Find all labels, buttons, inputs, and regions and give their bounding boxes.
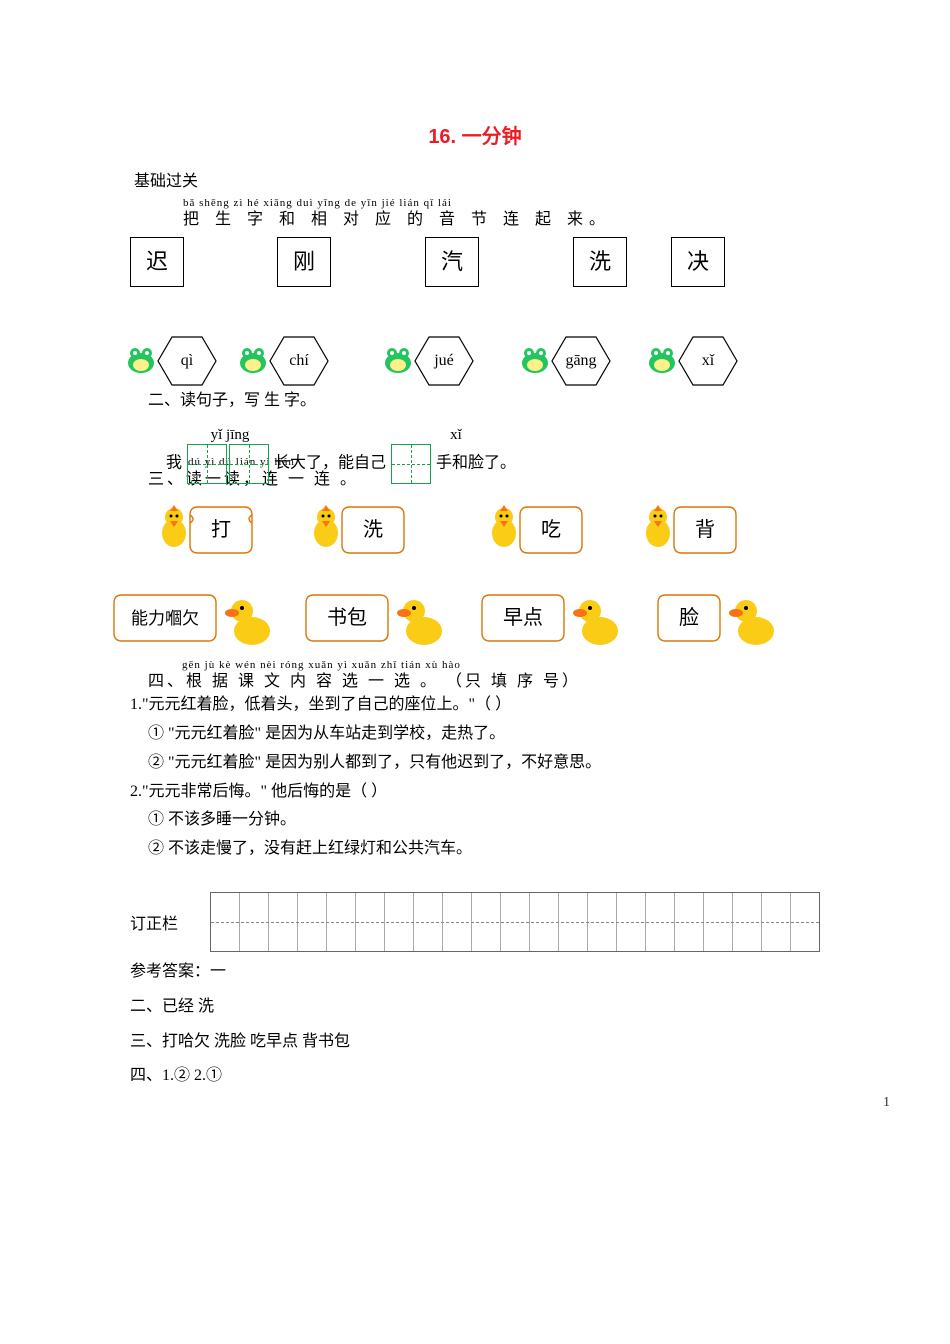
answer-line: 三、打哈欠 洗脸 吃早点 背书包 [130, 1028, 820, 1057]
answer-line: 四、1.② 2.① [130, 1062, 820, 1091]
ex3-row1: 打 洗 吃 背 [130, 493, 820, 583]
q2: 2."元元非常后悔。" 他后悔的是（ ） [130, 778, 820, 807]
q2-opt2: ② 不该走慢了，没有赶上红绿灯和公共汽车。 [148, 835, 820, 864]
connect-word: 早点 [503, 607, 543, 629]
syllable-hex: gāng [550, 335, 612, 387]
connect-word: 吃 [541, 519, 561, 541]
syllable-hex: jué [413, 335, 475, 387]
frog-icon [518, 341, 552, 375]
connect-word: 脸 [679, 607, 699, 629]
frog-icon [645, 341, 679, 375]
char-card: 刚 [277, 237, 331, 287]
pinyin-label: xǐ [436, 427, 476, 444]
connect-word: 洗 [363, 519, 383, 541]
tianzige-box [187, 444, 227, 484]
connect-word: 打 [211, 519, 231, 541]
connect-word: 书包 [327, 607, 367, 629]
frog-icon [381, 341, 415, 375]
q1-opt2: ② "元元红着脸" 是因为别人都到了，只有他迟到了，不好意思。 [148, 749, 820, 778]
q2-opt1: ① 不该多睡一分钟。 [148, 806, 820, 835]
duck-icon [224, 593, 276, 649]
sentence-text: 手和脸了。 [436, 455, 516, 472]
correction-label: 订正栏 [130, 892, 210, 934]
frog-icon [124, 341, 158, 375]
char-card: 洗 [573, 237, 627, 287]
q1-opt1: ① "元元红着脸" 是因为从车站走到学校，走热了。 [148, 720, 820, 749]
ex1-pinyin: bǎ shēng zì hé xiāng duì yīng de yīn jié… [183, 197, 820, 210]
ex1-syllable-row: qì chí jué gāng xǐ [130, 327, 820, 412]
lesson-title: 16. 一分钟 [130, 120, 820, 149]
duck-icon [572, 593, 624, 649]
basics-label: 基础过关 [134, 167, 820, 191]
duck-icon [396, 593, 448, 649]
syllable-hex: chí [268, 335, 330, 387]
answer-head: 参考答案：一 [130, 958, 820, 987]
correction-area: 订正栏 [130, 892, 820, 952]
ex1-char-row: 迟 刚 汽 洗 决 [130, 237, 820, 327]
connect-word: 背 [695, 519, 715, 541]
duck-icon [728, 593, 780, 649]
ex1-instruction: bǎ shēng zì hé xiāng duì yīng de yīn jié… [183, 197, 820, 229]
connect-word: 能力嗰欠 [131, 609, 199, 628]
page-number: 1 [883, 1095, 890, 1111]
pinyin-label: yǐ jīng [188, 427, 272, 444]
frog-icon [236, 341, 270, 375]
syllable-hex: xǐ [677, 335, 739, 387]
char-card: 汽 [425, 237, 479, 287]
answer-line: 二、已经 洗 [130, 993, 820, 1022]
tianzige-box [229, 444, 269, 484]
tianzige-box [391, 444, 431, 484]
correction-grid [210, 892, 820, 952]
ex4-han: 四、根 据 课 文 内 容 选 一 选 。 （只 填 序 号） [148, 673, 581, 690]
q1: 1."元元红着脸，低着头，坐到了自己的座位上。"（ ） [130, 691, 820, 720]
char-card: 迟 [130, 237, 184, 287]
ex1-han: 把 生 字 和 相 对 应 的 音 节 连 起 来。 [183, 211, 611, 228]
char-card: 决 [671, 237, 725, 287]
syllable-hex: qì [156, 335, 218, 387]
ex3-row2: 能力嗰欠 书包 早点 脸 [130, 587, 820, 667]
